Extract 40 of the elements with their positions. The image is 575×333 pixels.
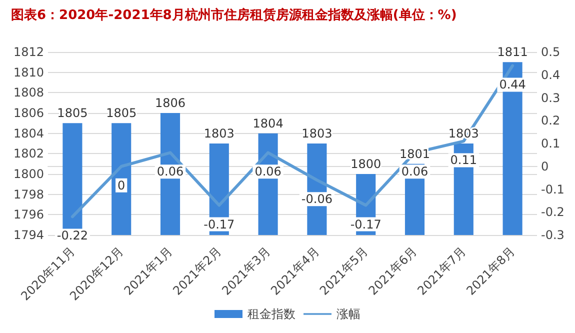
data-label: 0.06	[254, 164, 282, 179]
legend-label: 涨幅	[336, 307, 360, 321]
y2-tick-label: 0	[541, 159, 549, 174]
chart-title: 图表6：2020年-2021年8月杭州市住房租赁房源租金指数及涨幅(单位：%)	[11, 7, 457, 23]
y2-tick-label: -0.1	[541, 182, 564, 196]
data-label: -0.17	[350, 217, 382, 232]
y-tick-label: 1812	[13, 45, 44, 59]
data-label: -0.06	[301, 192, 332, 206]
y-tick-label: 1798	[13, 187, 44, 202]
data-label: 1804	[252, 116, 284, 130]
y-tick-label: 1808	[13, 86, 44, 100]
y2-tick-label: 0.4	[541, 68, 560, 82]
legend-label: 租金指数	[248, 307, 296, 321]
data-label: 1803	[204, 126, 234, 140]
y-tick-label: 1794	[13, 228, 44, 242]
y2-tick-label: 0.2	[541, 114, 560, 128]
y-tick-label: 1796	[13, 208, 44, 222]
y2-tick-label: 0.1	[541, 136, 560, 150]
data-label: 0.06	[401, 164, 428, 179]
data-label: 1811	[497, 45, 528, 60]
y2-tick-label: 0.5	[541, 45, 560, 59]
data-label: 0.06	[156, 164, 184, 179]
y-tick-label: 1802	[13, 146, 44, 161]
y-tick-label: 1806	[13, 106, 44, 120]
y2-tick-label: -0.2	[541, 205, 564, 220]
y2-tick-label: 0.3	[541, 90, 560, 105]
data-label: 0	[118, 178, 126, 192]
data-label: 1806	[154, 96, 186, 110]
y-tick-label: 1804	[13, 126, 44, 140]
y2-tick-label: -0.3	[541, 228, 564, 242]
data-label: 0.44	[499, 78, 526, 92]
y-tick-label: 1810	[13, 65, 44, 80]
data-label: -0.22	[56, 228, 88, 243]
data-label: -0.17	[204, 217, 235, 232]
data-label: 1803	[302, 126, 332, 140]
data-label: 1800	[350, 157, 382, 171]
data-label: 0.11	[450, 153, 478, 168]
data-label: 1805	[106, 106, 137, 120]
data-label: 1805	[57, 106, 88, 120]
y-tick-label: 1800	[13, 167, 44, 181]
